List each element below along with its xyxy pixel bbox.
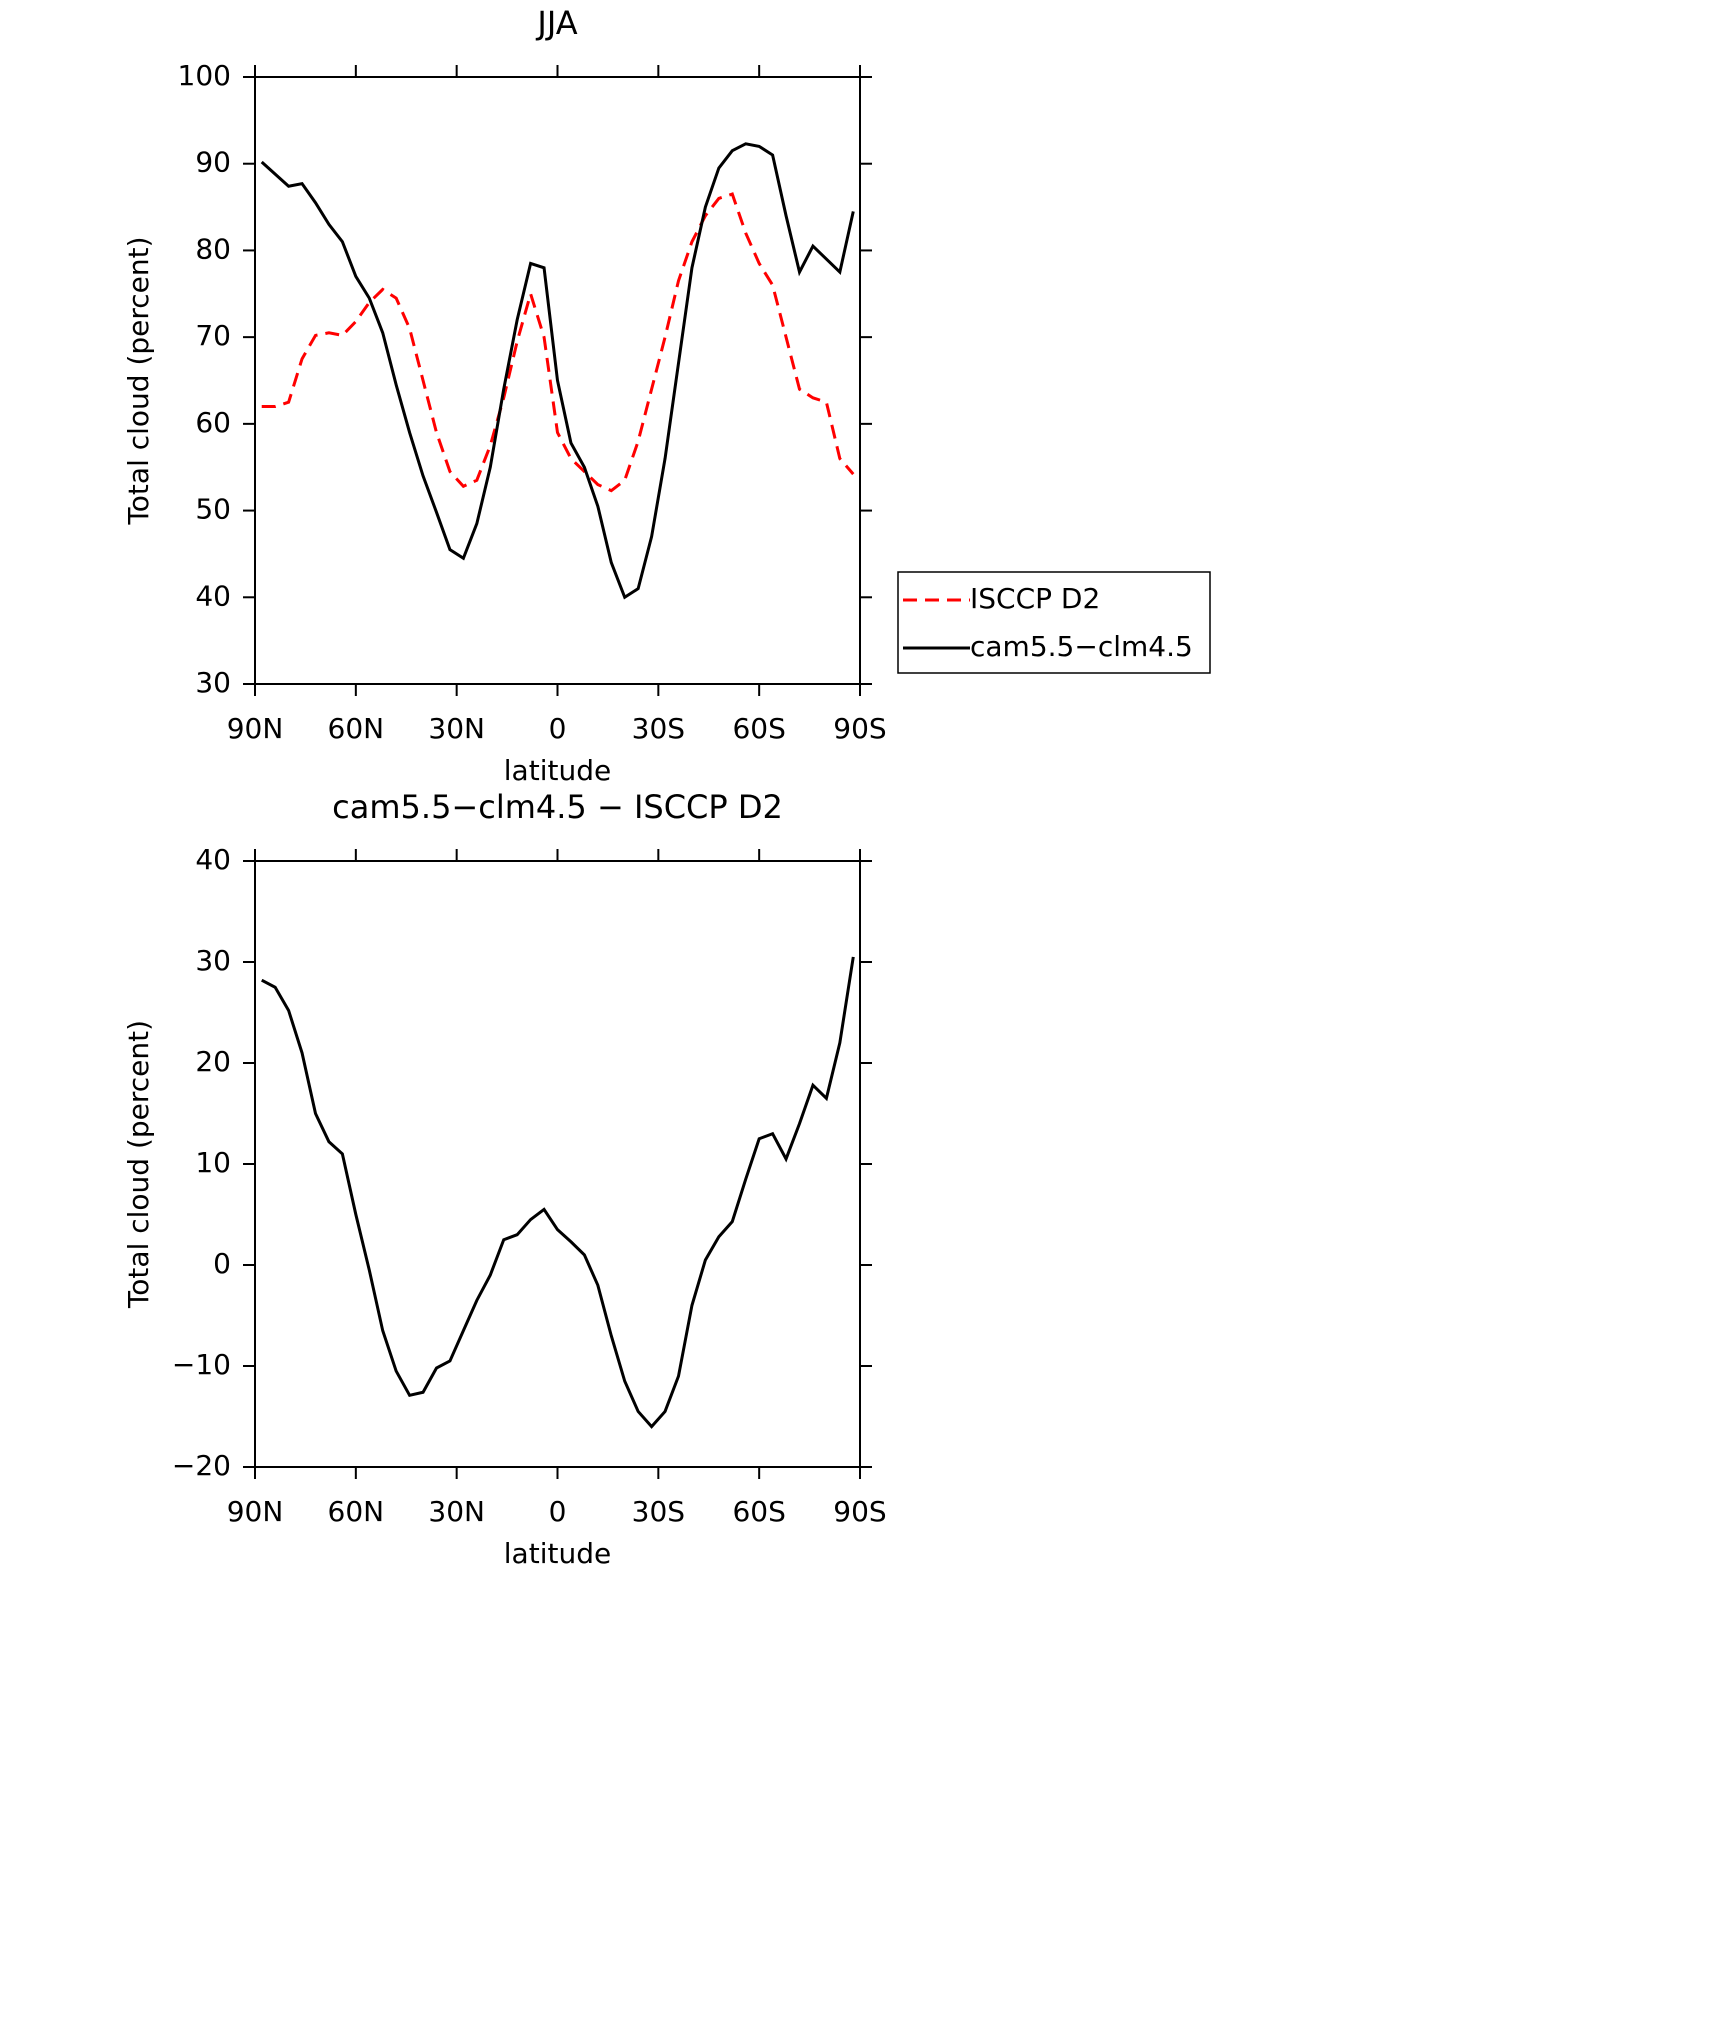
x-tick-label: 90S <box>833 712 886 745</box>
y-tick-label: 70 <box>195 319 231 352</box>
x-tick-label: 60S <box>732 712 785 745</box>
y-axis-label: Total cloud (percent) <box>122 1020 155 1309</box>
y-tick-label: 80 <box>195 232 231 265</box>
y-axis-label: Total cloud (percent) <box>122 236 155 525</box>
y-tick-label: 40 <box>195 843 231 876</box>
x-tick-label: 90N <box>227 1495 284 1528</box>
series-line <box>261 956 855 1429</box>
series-line <box>260 142 855 600</box>
x-tick-label: 90N <box>227 712 284 745</box>
y-tick-label: 50 <box>195 493 231 526</box>
chart-title: JJA <box>535 4 577 42</box>
x-tick-label: 0 <box>549 712 567 745</box>
x-tick-label: 30S <box>632 1495 685 1528</box>
x-tick-label: 60S <box>732 1495 785 1528</box>
x-tick-label: 90S <box>833 1495 886 1528</box>
legend-label: ISCCP D2 <box>970 582 1100 615</box>
x-tick-label: 30N <box>428 1495 485 1528</box>
y-tick-label: 20 <box>195 1045 231 1078</box>
y-tick-label: 0 <box>213 1247 231 1280</box>
x-tick-label: 30N <box>428 712 485 745</box>
x-tick-label: 30S <box>632 712 685 745</box>
series-line <box>261 192 855 493</box>
y-tick-label: 30 <box>195 666 231 699</box>
legend-box <box>897 571 1211 674</box>
x-tick-label: 60N <box>328 1495 385 1528</box>
y-tick-label: 40 <box>195 579 231 612</box>
y-tick-label: 60 <box>195 406 231 439</box>
x-tick-label: 0 <box>549 1495 567 1528</box>
legend-label: cam5.5−clm4.5 <box>970 630 1193 663</box>
y-tick-label: 100 <box>178 59 231 92</box>
y-tick-label: 90 <box>195 146 231 179</box>
y-tick-label: −10 <box>172 1348 231 1381</box>
y-tick-label: 30 <box>195 944 231 977</box>
x-axis-label: latitude <box>504 754 611 787</box>
chart-title: cam5.5−clm4.5 − ISCCP D2 <box>332 788 783 826</box>
x-axis-label: latitude <box>504 1537 611 1570</box>
plot-frame <box>254 860 861 1468</box>
y-tick-label: 10 <box>195 1146 231 1179</box>
plot-frame <box>254 76 861 685</box>
y-tick-label: −20 <box>172 1449 231 1482</box>
x-tick-label: 60N <box>328 712 385 745</box>
